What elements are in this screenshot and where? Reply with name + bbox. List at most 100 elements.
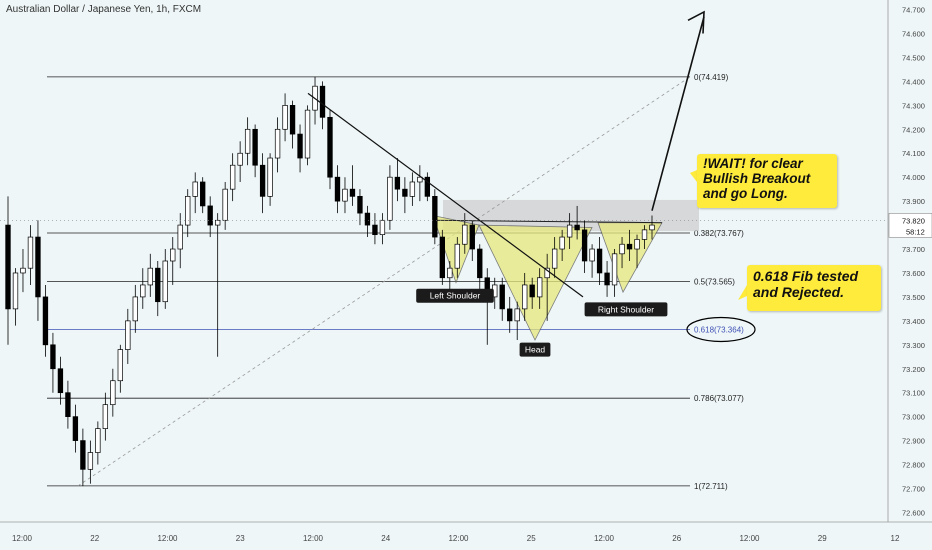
candle-body <box>439 236 445 279</box>
time-tick-label: 12:00 <box>157 534 178 543</box>
fib-trend-line <box>77 76 691 487</box>
price-tick-label: 74.000 <box>902 173 925 182</box>
candle-body <box>57 368 64 394</box>
candle-body <box>177 224 183 250</box>
candle-body <box>596 248 603 274</box>
candle-body <box>87 452 94 470</box>
candle-body <box>342 188 348 202</box>
candle-body <box>162 260 168 303</box>
candle-body <box>394 176 401 190</box>
candle-body <box>95 428 101 453</box>
price-tick-label: 73.400 <box>902 317 925 326</box>
candle-body <box>5 224 11 310</box>
candle-body <box>237 152 243 166</box>
candle-body <box>185 195 191 226</box>
price-tick-label: 74.300 <box>902 101 925 110</box>
pattern-label-head: Head <box>519 342 551 357</box>
candle-body <box>147 267 153 286</box>
candle-body <box>402 188 408 197</box>
candle-body <box>349 188 356 197</box>
fib-level-label: 0.786(73.077) <box>694 394 744 403</box>
candle-body <box>12 272 19 310</box>
candle-body <box>514 308 520 322</box>
price-tick-label: 73.500 <box>902 293 925 302</box>
wait-breakout-callout: !WAIT! for clear Bullish Breakout and go… <box>697 154 837 208</box>
candle-body <box>537 277 543 298</box>
candle-body <box>259 164 266 197</box>
label-box <box>519 342 551 357</box>
time-tick-label: 22 <box>90 534 99 543</box>
candle-body <box>499 284 505 310</box>
pattern-label-right-shoulder: Right Shoulder <box>584 302 668 317</box>
candle-body <box>649 224 655 231</box>
neckline <box>432 219 663 224</box>
candle-body <box>27 236 34 269</box>
candle-body <box>50 344 56 370</box>
candle-body <box>192 181 198 197</box>
candle-body <box>619 243 625 255</box>
candle-body <box>327 116 333 178</box>
candle-body <box>110 380 116 406</box>
candle-body <box>432 195 438 238</box>
candle-body <box>364 212 371 226</box>
price-tick-label: 72.700 <box>902 484 925 493</box>
price-tick-label: 74.400 <box>902 77 925 86</box>
candle-body <box>222 188 228 221</box>
price-tick-label: 74.200 <box>902 125 925 134</box>
candle-body <box>274 128 281 159</box>
price-tick-label: 73.600 <box>902 269 925 278</box>
fib-level-label: 0.5(73.565) <box>694 277 735 286</box>
candle-body <box>319 85 326 118</box>
candle-body <box>102 404 109 429</box>
candle-body <box>140 284 146 298</box>
candle-body <box>626 243 633 250</box>
price-tick-label: 73.000 <box>902 413 925 422</box>
candle-body <box>215 219 221 226</box>
candle-body <box>229 164 236 190</box>
candle-body <box>117 349 123 382</box>
time-tick-label: 23 <box>236 534 245 543</box>
candle-body <box>551 248 558 269</box>
candle-body <box>65 392 71 417</box>
price-tick-label: 74.600 <box>902 30 925 39</box>
bar-countdown-label: 58:12 <box>906 227 925 236</box>
candle-body <box>334 176 341 202</box>
fib-level-label: 0.382(73.767) <box>694 229 744 238</box>
candle-body <box>477 248 483 279</box>
fib-level-label: 0(74.419) <box>694 73 729 82</box>
breakout-arrow <box>651 16 705 211</box>
time-tick-label: 12:00 <box>594 534 615 543</box>
price-tick-label: 72.800 <box>902 461 925 470</box>
candle-body <box>641 229 648 240</box>
candle-body <box>447 267 453 279</box>
arrowhead <box>687 10 705 34</box>
candle-body <box>507 308 513 322</box>
time-tick-label: 29 <box>818 534 827 543</box>
price-tick-label: 72.900 <box>902 437 925 446</box>
candle-body <box>20 267 26 274</box>
candle-body <box>297 133 303 159</box>
candle-body <box>566 224 573 238</box>
price-tick-label: 72.600 <box>902 508 925 517</box>
candle-body <box>522 284 528 310</box>
callout-line: and Rejected. <box>753 284 845 300</box>
current-price-label: 73.820 <box>902 216 925 225</box>
price-tick-label: 73.200 <box>902 365 925 374</box>
candle-body <box>170 248 176 262</box>
candle-body <box>304 109 311 159</box>
price-tick-label: 73.700 <box>902 245 925 254</box>
candle-body <box>35 236 41 298</box>
candle-body <box>634 239 640 250</box>
time-tick-label: 24 <box>381 534 390 543</box>
candle-body <box>574 224 580 231</box>
time-tick-label: 12:00 <box>448 534 469 543</box>
candle-body <box>589 248 595 262</box>
candle-body <box>424 176 431 197</box>
candle-body <box>387 176 393 221</box>
candle-body <box>544 267 550 279</box>
callout-line: 0.618 Fib tested <box>753 268 859 284</box>
candle-body <box>409 181 416 197</box>
price-tick-label: 74.100 <box>902 149 925 158</box>
candle-body <box>72 416 79 441</box>
